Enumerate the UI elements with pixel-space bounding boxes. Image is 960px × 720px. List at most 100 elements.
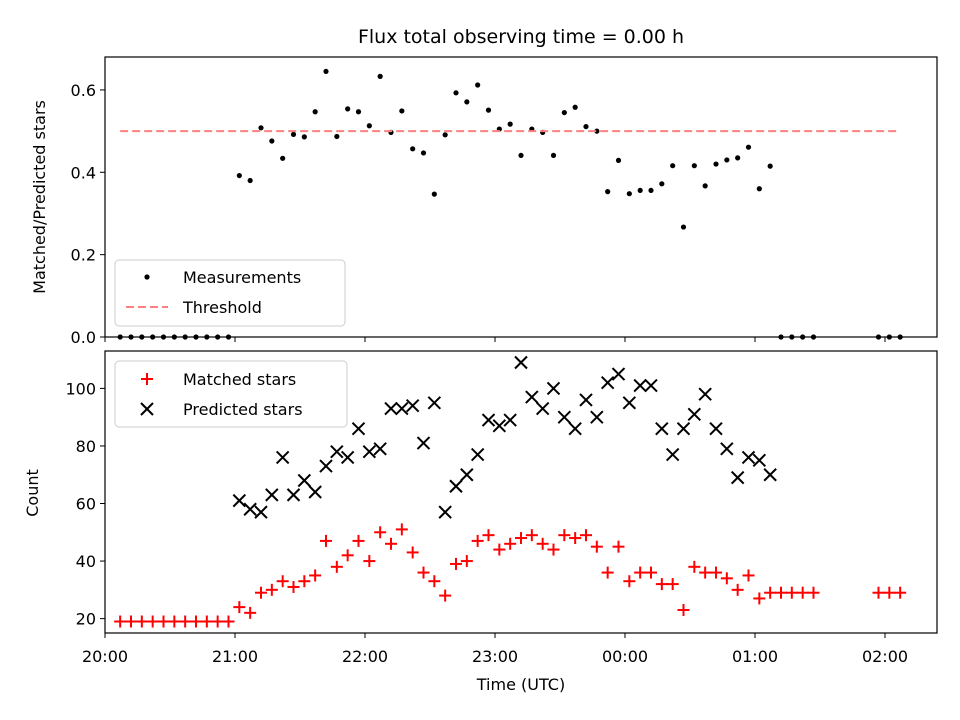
predicted-stars-point xyxy=(698,387,712,401)
predicted-stars-point xyxy=(611,367,626,381)
count-y-tick-label: 100 xyxy=(65,379,96,398)
x-tick-label: 00:00 xyxy=(602,647,648,666)
predicted-stars-point xyxy=(254,505,268,519)
measurement-point xyxy=(442,132,448,138)
count-y-tick-label: 80 xyxy=(76,437,96,456)
measurement-point xyxy=(464,99,470,105)
x-tick-label: 22:00 xyxy=(342,647,388,666)
ratio-axes: 0.0 0.2 0.4 0.6 xyxy=(71,81,886,347)
predicted-stars-point xyxy=(265,488,279,502)
legend-measurements-label: Measurements xyxy=(183,268,301,287)
measurement-point xyxy=(518,152,524,159)
count-y-tick-label: 40 xyxy=(76,552,96,571)
measurement-point xyxy=(345,106,351,112)
predicted-stars-point xyxy=(568,421,582,436)
legend-threshold-label: Threshold xyxy=(182,298,262,317)
predicted-stars-point xyxy=(590,410,604,424)
matched-stars-point xyxy=(135,615,148,628)
matched-stars-point xyxy=(688,560,701,573)
matched-stars-point xyxy=(244,606,257,619)
predicted-stars-point xyxy=(395,401,409,416)
predicted-stars-point xyxy=(579,393,593,407)
predicted-stars-point xyxy=(460,468,474,482)
legend-matched-label: Matched stars xyxy=(183,370,296,389)
matched-stars-point xyxy=(341,549,354,562)
measurement-point xyxy=(680,224,687,230)
matched-stars-point xyxy=(493,543,506,556)
predicted-stars-point xyxy=(319,459,333,473)
matched-stars-point xyxy=(406,546,419,559)
predicted-stars-point xyxy=(557,410,572,424)
predicted-stars-point xyxy=(438,505,452,519)
x-tick-label: 01:00 xyxy=(732,647,778,666)
matched-stars-point xyxy=(233,601,246,614)
matched-stars-point xyxy=(666,578,679,591)
predicted-stars-point xyxy=(676,421,691,436)
x-tick-label: 02:00 xyxy=(862,647,908,666)
predicted-stars-point xyxy=(525,390,539,404)
predicted-stars-point xyxy=(492,419,507,433)
measurement-point xyxy=(594,128,600,134)
matched-stars-point xyxy=(298,575,311,588)
predicted-stars-point xyxy=(644,378,658,393)
matched-stars-point xyxy=(417,566,430,579)
predicted-stars-point xyxy=(503,413,517,427)
measurement-point xyxy=(648,187,654,194)
x-tick-label: 23:00 xyxy=(472,647,518,666)
measurement-point xyxy=(756,186,762,192)
matched-stars-point xyxy=(471,534,484,547)
measurement-point xyxy=(258,125,264,131)
matched-stars-point xyxy=(330,560,343,573)
matched-stars-point xyxy=(894,586,907,599)
predicted-stars-point xyxy=(405,398,420,413)
matched-stars-point xyxy=(222,615,235,628)
matched-stars-point xyxy=(450,557,462,570)
predicted-stars-point xyxy=(514,355,528,370)
predicted-stars-point xyxy=(373,442,387,456)
matched-stars-point xyxy=(785,586,798,599)
matched-stars-point xyxy=(796,586,809,599)
matched-stars-point xyxy=(569,532,582,545)
ratio-y-tick-label: 0.6 xyxy=(71,81,96,100)
matched-stars-point xyxy=(190,615,202,628)
matched-stars-point xyxy=(146,615,159,628)
matched-stars-point xyxy=(525,529,538,542)
predicted-stars-point xyxy=(243,502,257,516)
predicted-stars-point xyxy=(275,450,290,465)
matched-stars-point xyxy=(276,575,289,588)
predicted-stars-point xyxy=(763,468,777,482)
measurement-point xyxy=(475,82,481,88)
predicted-stars-point xyxy=(449,479,463,493)
x-axis-label: Time (UTC) xyxy=(476,675,565,694)
matched-stars-point xyxy=(731,583,744,596)
measurement-point xyxy=(312,109,318,115)
matched-stars-point xyxy=(872,586,885,599)
count-y-axis-label: Count xyxy=(23,469,42,517)
predicted-stars-point xyxy=(481,413,496,427)
measurement-point xyxy=(550,152,557,159)
matched-stars-point xyxy=(320,534,332,547)
ratio-y-tick-label: 0.4 xyxy=(71,163,96,182)
ratio-data-layer xyxy=(117,68,903,340)
measurement-point xyxy=(410,146,416,152)
predicted-stars-point xyxy=(351,421,366,436)
count-y-tick-label: 20 xyxy=(76,610,96,629)
predicted-stars-point xyxy=(340,450,355,465)
measurement-point xyxy=(399,108,405,114)
x-tick-label: 20:00 xyxy=(82,647,128,666)
predicted-stars-point xyxy=(308,485,322,499)
matched-stars-point xyxy=(125,615,137,628)
matched-stars-point xyxy=(634,566,647,579)
predicted-stars-point xyxy=(687,407,702,422)
measurement-point xyxy=(323,68,329,75)
matched-stars-point xyxy=(883,586,896,599)
ratio-panel: Flux total observing time = 0.00 h Match… xyxy=(30,26,938,347)
count-legend: Matched stars Predicted stars xyxy=(114,360,348,428)
measurement-point xyxy=(355,109,362,115)
count-plot-frame xyxy=(104,350,938,634)
measurement-point xyxy=(724,157,730,163)
predicted-stars-point xyxy=(622,396,637,410)
matched-stars-point xyxy=(179,615,192,628)
predicted-stars-point xyxy=(297,473,312,488)
